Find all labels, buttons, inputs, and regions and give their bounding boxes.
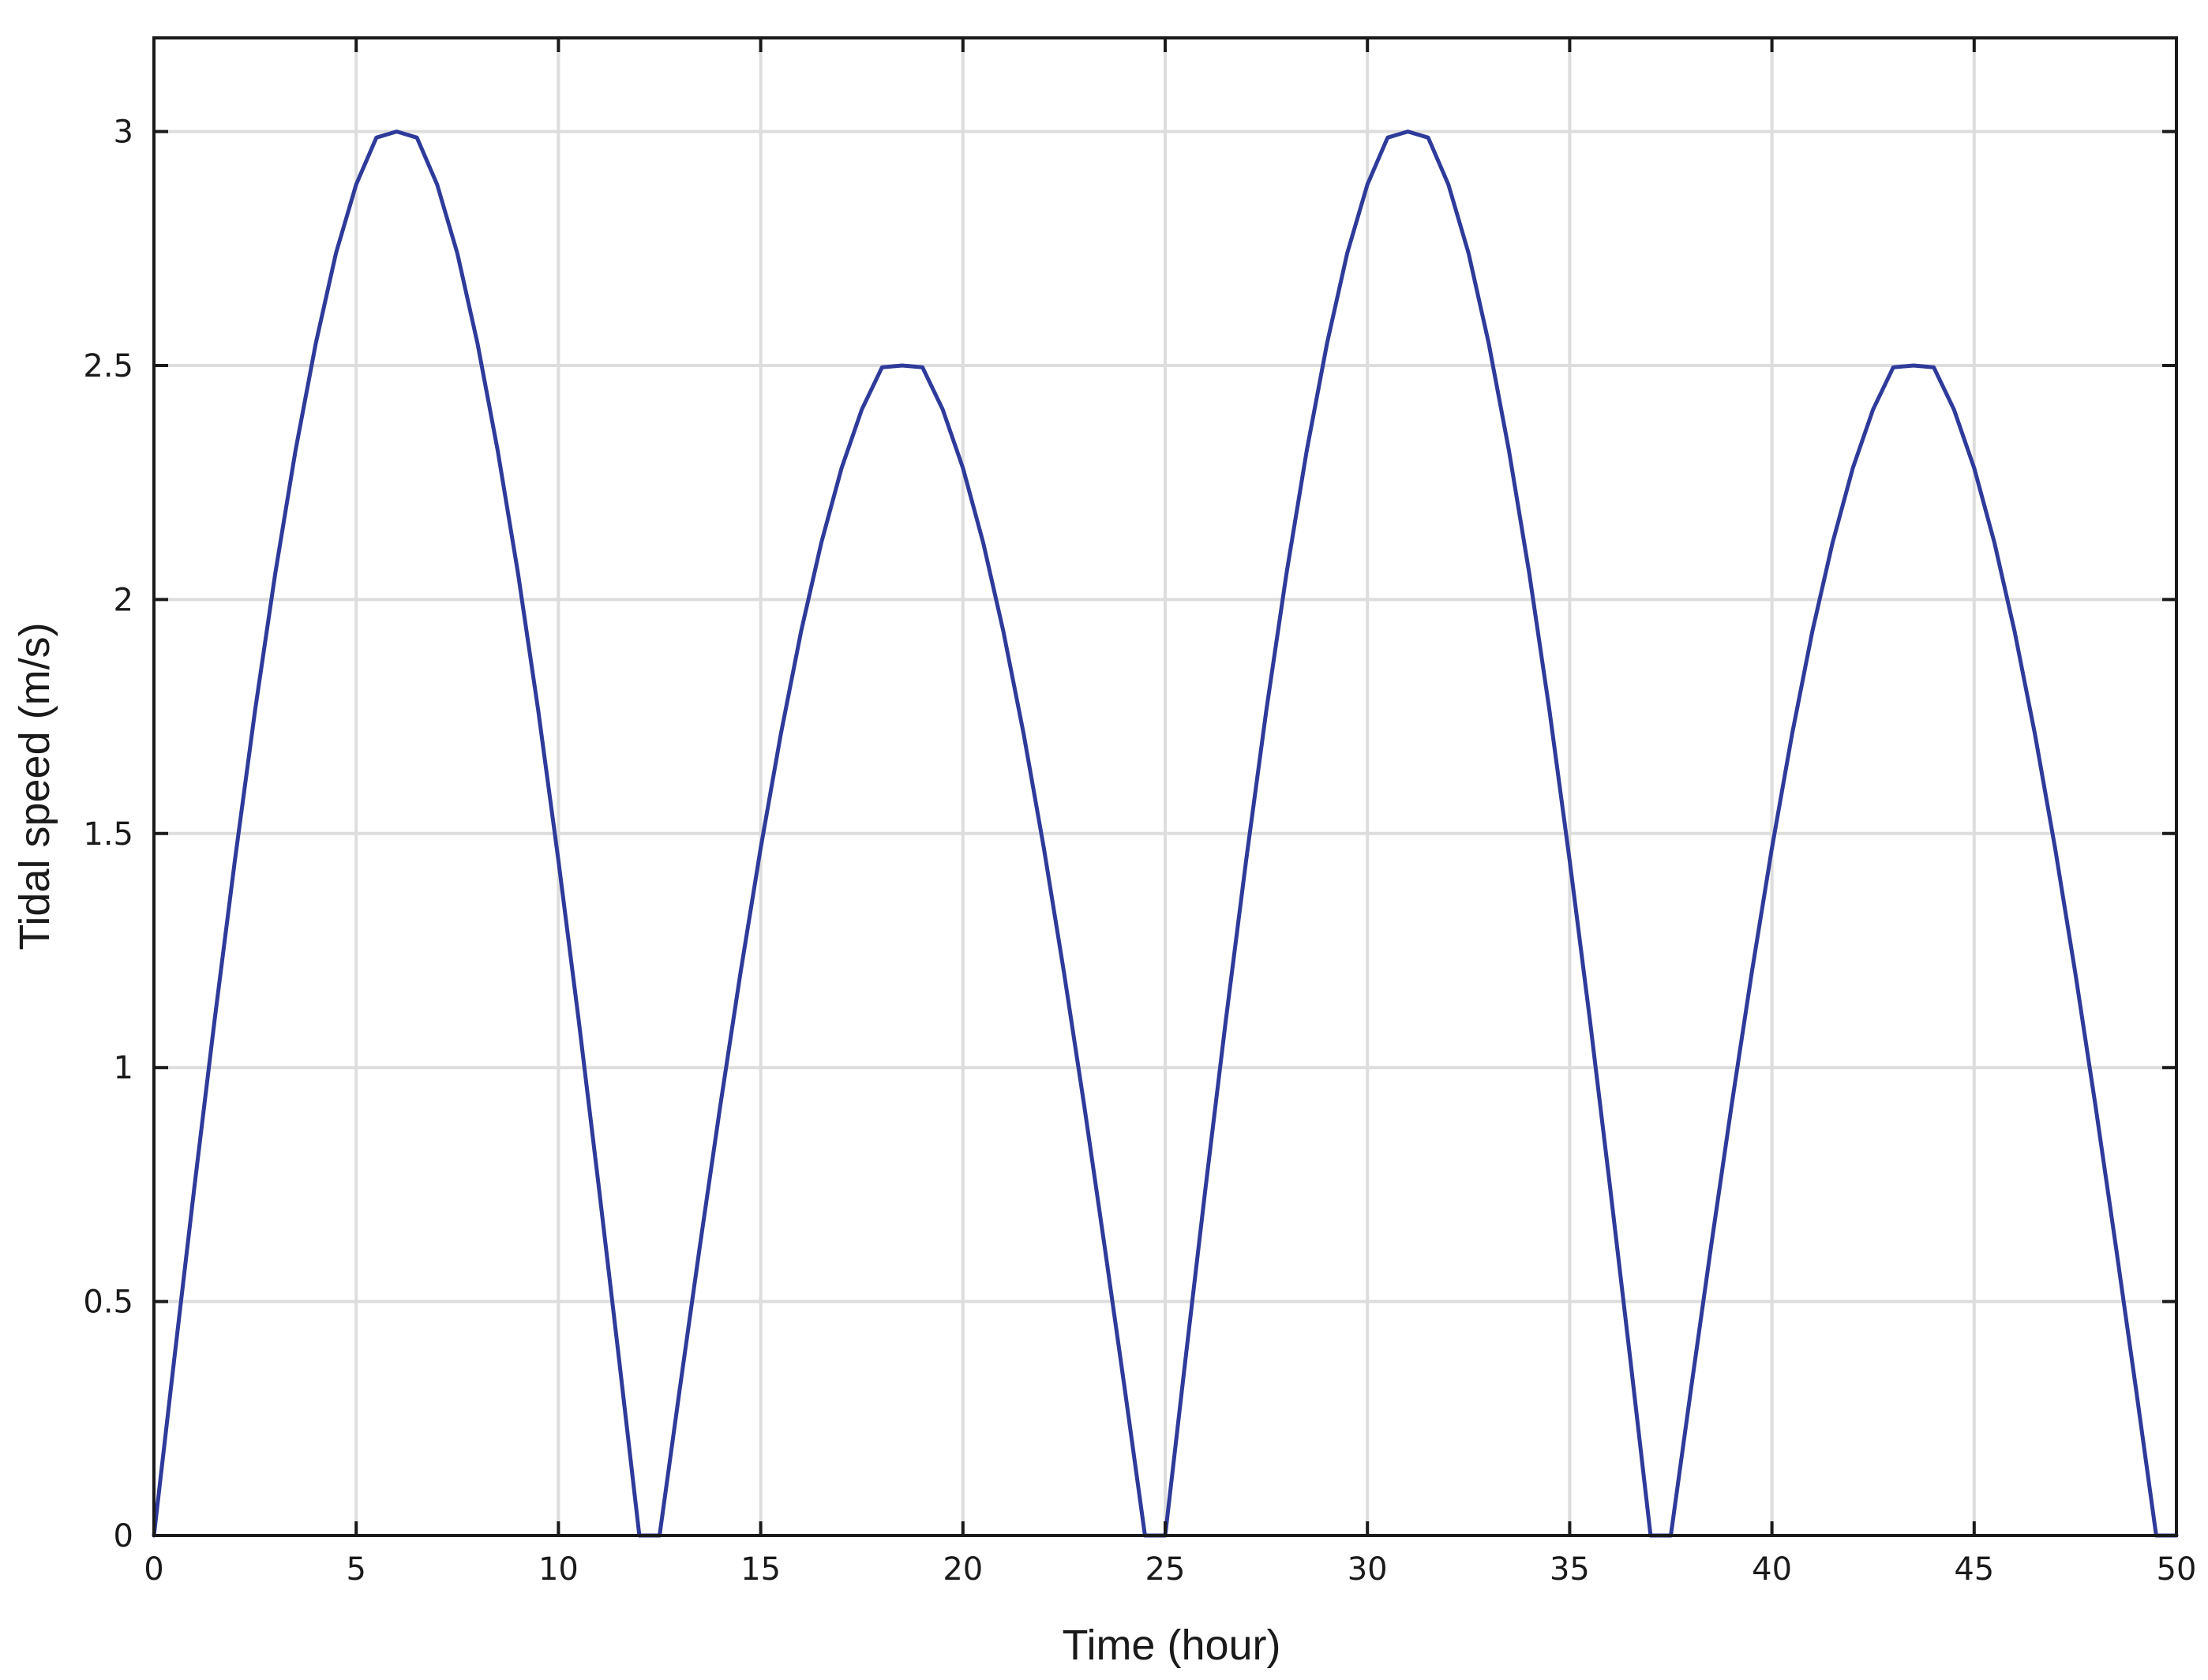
x-tick-labels: 0 5 10 15 20 25 30 35 40 45 50 [144, 1551, 2196, 1588]
y-tick-label: 3 [114, 114, 133, 151]
tick-marks [152, 38, 2178, 1537]
y-tick-labels: 0 0.5 1 1.5 2 2.5 3 [83, 114, 133, 1554]
x-tick-label: 20 [943, 1551, 983, 1588]
x-axis-label: Time (hour) [1062, 1622, 1280, 1669]
y-tick-label: 0 [114, 1518, 133, 1554]
x-tick-label: 5 [346, 1551, 366, 1588]
grid-lines [154, 38, 2176, 1536]
y-tick-label: 1 [114, 1050, 133, 1086]
x-tick-label: 0 [144, 1551, 163, 1588]
x-tick-label: 10 [538, 1551, 579, 1588]
y-tick-label: 2 [114, 582, 133, 618]
x-tick-label: 15 [740, 1551, 781, 1588]
y-tick-label: 1.5 [83, 816, 133, 853]
x-tick-label: 40 [1752, 1551, 1792, 1588]
x-tick-label: 30 [1348, 1551, 1388, 1588]
x-tick-label: 50 [2157, 1551, 2197, 1588]
x-tick-label: 45 [1954, 1551, 1994, 1588]
y-tick-label: 0.5 [83, 1284, 133, 1321]
y-tick-label: 2.5 [83, 348, 133, 384]
y-axis-label: Tidal speed (m/s) [11, 622, 58, 950]
x-tick-label: 25 [1145, 1551, 1186, 1588]
x-tick-label: 35 [1550, 1551, 1590, 1588]
